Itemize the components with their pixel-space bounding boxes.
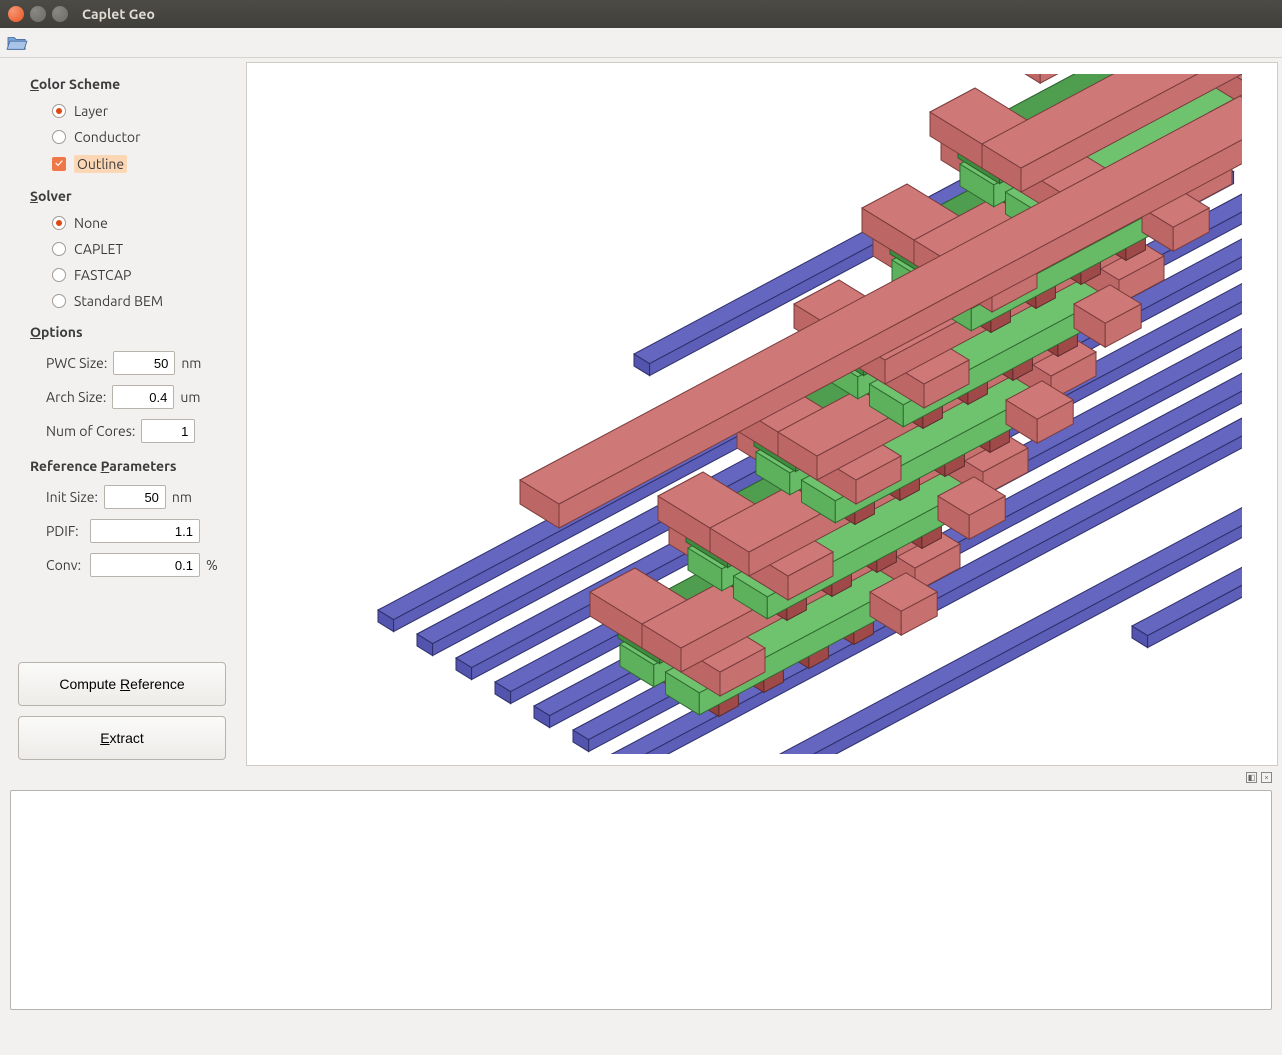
init-size-unit: nm bbox=[172, 489, 198, 505]
radio-icon bbox=[52, 104, 66, 118]
options-title: Options bbox=[30, 324, 230, 340]
radio-icon bbox=[52, 268, 66, 282]
radio-icon bbox=[52, 216, 66, 230]
pwc-size-row: PWC Size: nm bbox=[30, 348, 230, 378]
radio-label: CAPLET bbox=[74, 241, 123, 257]
radio-standard-bem[interactable]: Standard BEM bbox=[30, 290, 230, 312]
init-size-label: Init Size: bbox=[46, 489, 98, 505]
checkbox-icon bbox=[52, 157, 66, 171]
num-cores-label: Num of Cores: bbox=[46, 423, 135, 439]
layout-rendering bbox=[282, 74, 1242, 754]
pwc-size-input[interactable] bbox=[113, 351, 175, 375]
pwc-size-unit: nm bbox=[181, 355, 207, 371]
pdif-row: PDIF: bbox=[30, 516, 230, 546]
window-title: Caplet Geo bbox=[82, 6, 155, 22]
window-buttons bbox=[8, 6, 68, 22]
radio-label: FASTCAP bbox=[74, 267, 131, 283]
open-file-icon[interactable] bbox=[6, 34, 28, 52]
radio-label: None bbox=[74, 215, 108, 231]
arch-size-label: Arch Size: bbox=[46, 389, 106, 405]
radio-conductor[interactable]: Conductor bbox=[30, 126, 230, 148]
extract-button[interactable]: Extract bbox=[18, 716, 226, 760]
maximize-icon[interactable] bbox=[52, 6, 68, 22]
pwc-size-label: PWC Size: bbox=[46, 355, 107, 371]
close-icon[interactable] bbox=[8, 6, 24, 22]
conv-label: Conv: bbox=[46, 557, 84, 573]
conv-unit: % bbox=[206, 557, 230, 573]
radio-none[interactable]: None bbox=[30, 212, 230, 234]
pdif-input[interactable] bbox=[90, 519, 200, 543]
radio-label: Conductor bbox=[74, 129, 140, 145]
radio-label: Layer bbox=[74, 103, 108, 119]
conv-input[interactable] bbox=[90, 553, 200, 577]
main-area: Color Scheme Layer Conductor Outline Sol… bbox=[0, 58, 1282, 770]
arch-size-row: Arch Size: um bbox=[30, 382, 230, 412]
color-scheme-title: Color Scheme bbox=[30, 76, 230, 92]
checkbox-outline[interactable]: Outline bbox=[30, 152, 230, 176]
radio-icon bbox=[52, 242, 66, 256]
radio-caplet[interactable]: CAPLET bbox=[30, 238, 230, 260]
radio-icon bbox=[52, 294, 66, 308]
pdif-label: PDIF: bbox=[46, 523, 84, 539]
compute-reference-button[interactable]: Compute Reference bbox=[18, 662, 226, 706]
titlebar: Caplet Geo bbox=[0, 0, 1282, 28]
detach-panel-icon[interactable]: ◧ bbox=[1246, 772, 1257, 783]
output-panel-controls: ◧ × bbox=[0, 770, 1282, 786]
3d-viewport[interactable] bbox=[246, 62, 1278, 766]
num-cores-row: Num of Cores: bbox=[30, 416, 230, 446]
conv-row: Conv: % bbox=[30, 550, 230, 580]
ref-params-title: Reference Parameters bbox=[30, 458, 230, 474]
checkbox-label: Outline bbox=[74, 155, 127, 173]
solver-title: Solver bbox=[30, 188, 230, 204]
output-panel[interactable] bbox=[10, 790, 1272, 1010]
sidebar: Color Scheme Layer Conductor Outline Sol… bbox=[0, 58, 246, 770]
init-size-row: Init Size: nm bbox=[30, 482, 230, 512]
arch-size-input[interactable] bbox=[112, 385, 174, 409]
radio-label: Standard BEM bbox=[74, 293, 163, 309]
radio-fastcap[interactable]: FASTCAP bbox=[30, 264, 230, 286]
radio-layer[interactable]: Layer bbox=[30, 100, 230, 122]
minimize-icon[interactable] bbox=[30, 6, 46, 22]
close-panel-icon[interactable]: × bbox=[1261, 772, 1272, 783]
arch-size-unit: um bbox=[180, 389, 206, 405]
num-cores-input[interactable] bbox=[141, 419, 195, 443]
init-size-input[interactable] bbox=[104, 485, 166, 509]
radio-icon bbox=[52, 130, 66, 144]
toolbar bbox=[0, 28, 1282, 58]
